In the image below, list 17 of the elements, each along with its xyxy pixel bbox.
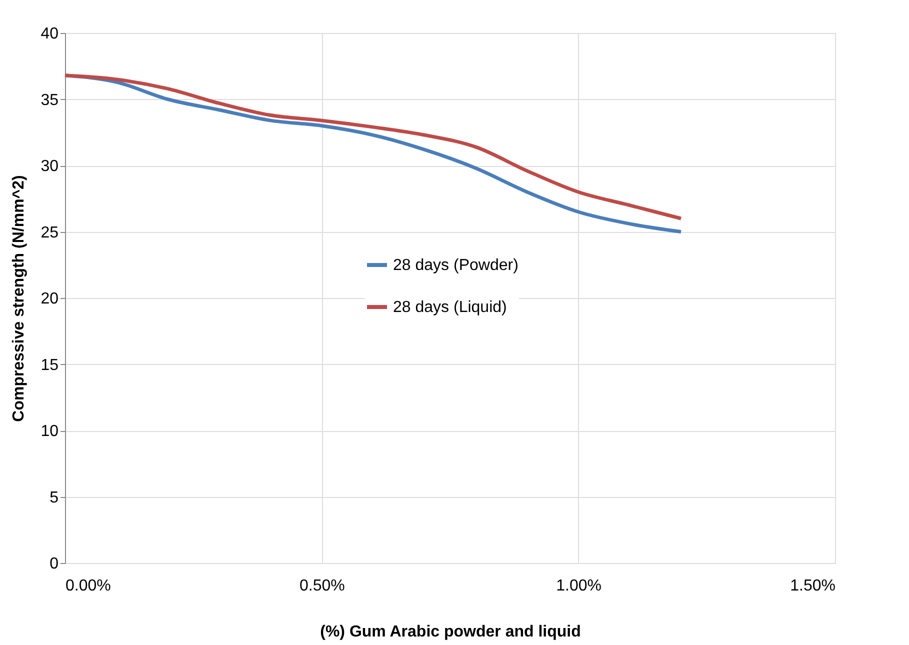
x-tick-label: 0.50% [299, 578, 345, 594]
y-axis-title: Compressive strength (N/mm^2) [10, 175, 28, 422]
y-tick-label: 40 [40, 26, 59, 42]
y-tick-label: 15 [40, 356, 59, 374]
y-tick-label: 35 [40, 92, 59, 109]
y-tick-label: 30 [40, 158, 59, 175]
x-tick-label: 1.00% [556, 578, 602, 594]
y-tick-label: 0 [50, 556, 59, 572]
legend-label: 28 days (Liquid) [393, 299, 507, 316]
x-tick-label: 0.00% [66, 578, 111, 594]
x-tick-label: 1.50% [790, 578, 836, 594]
y-tick-label: 10 [40, 423, 59, 440]
y-tick-label: 25 [40, 224, 59, 242]
y-tick-label: 20 [40, 290, 59, 308]
legend-label: 28 days (Powder) [393, 257, 518, 274]
x-axis-title: (%) Gum Arabic powder and liquid [320, 624, 581, 640]
y-tick-label: 5 [50, 489, 59, 506]
